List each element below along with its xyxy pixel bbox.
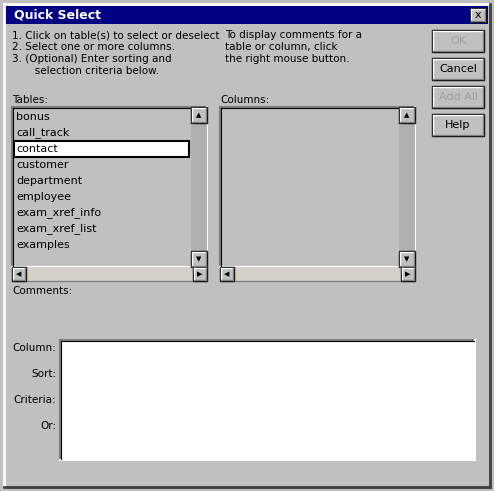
Bar [399,107,415,267]
Text: Quick Select: Quick Select [14,8,101,22]
Bar [399,123,415,251]
Bar [432,30,484,52]
Bar [191,107,207,267]
Bar [470,8,486,22]
Text: Column:: Column: [12,343,56,353]
Text: To display comments for a: To display comments for a [225,30,362,40]
Text: Help: Help [445,120,471,130]
Text: table or column, click: table or column, click [225,42,337,52]
Bar [6,6,488,24]
Text: Comments:: Comments: [12,286,72,296]
Bar [399,251,415,267]
Bar [191,107,207,123]
Text: ▼: ▼ [404,256,410,262]
Text: x: x [475,10,481,20]
Bar [193,267,207,281]
Text: Criteria:: Criteria: [13,395,56,405]
Bar [399,107,415,123]
Bar [399,107,415,123]
Bar [12,267,26,281]
Bar [432,30,484,52]
Text: ▶: ▶ [405,271,411,277]
Bar [432,58,484,80]
Bar [220,267,415,281]
Bar [12,107,207,267]
Bar [470,8,486,22]
Text: employee: employee [16,192,71,202]
Text: bonus: bonus [16,112,50,122]
Text: Tables:: Tables: [12,95,48,105]
Text: 3. (Optional) Enter sorting and: 3. (Optional) Enter sorting and [12,54,171,64]
Text: call_track: call_track [16,128,69,138]
Bar [220,267,234,281]
Bar [234,267,401,281]
Bar [193,267,207,281]
Bar [399,251,415,267]
Bar [432,114,484,136]
Text: OK: OK [450,36,466,46]
Bar [191,251,207,267]
Text: department: department [16,176,82,186]
Text: Cancel: Cancel [439,64,477,74]
Bar [12,267,26,281]
Bar [432,58,484,80]
Text: exam_xref_info: exam_xref_info [16,208,101,218]
Bar [12,267,207,281]
Text: exam_xref_list: exam_xref_list [16,223,96,235]
Text: examples: examples [16,240,70,250]
Bar [14,141,189,157]
Text: 1. Click on table(s) to select or deselect: 1. Click on table(s) to select or desele… [12,30,219,40]
Bar [432,86,484,108]
Text: customer: customer [16,160,69,170]
Text: Columns:: Columns: [220,95,269,105]
Text: Sort:: Sort: [31,369,56,379]
Bar [220,107,415,267]
Bar [60,340,475,460]
Bar [14,141,189,157]
Bar [432,86,484,108]
Text: 2. Select one or more columns.: 2. Select one or more columns. [12,42,175,52]
Text: ◀: ◀ [16,271,22,277]
Text: ◀: ◀ [224,271,230,277]
Bar [401,267,415,281]
Text: ▲: ▲ [196,112,202,118]
Text: ▶: ▶ [197,271,203,277]
Bar [26,267,193,281]
Bar [220,267,234,281]
Text: contact: contact [16,144,58,154]
Bar [191,123,207,251]
Text: Add All: Add All [439,92,478,102]
Bar [191,251,207,267]
Text: the right mouse button.: the right mouse button. [225,54,349,64]
Text: Or:: Or: [40,421,56,431]
Bar [191,107,207,123]
Text: ▲: ▲ [404,112,410,118]
Text: ▼: ▼ [196,256,202,262]
Bar [401,267,415,281]
Bar [432,114,484,136]
Text: selection criteria below.: selection criteria below. [12,66,159,76]
